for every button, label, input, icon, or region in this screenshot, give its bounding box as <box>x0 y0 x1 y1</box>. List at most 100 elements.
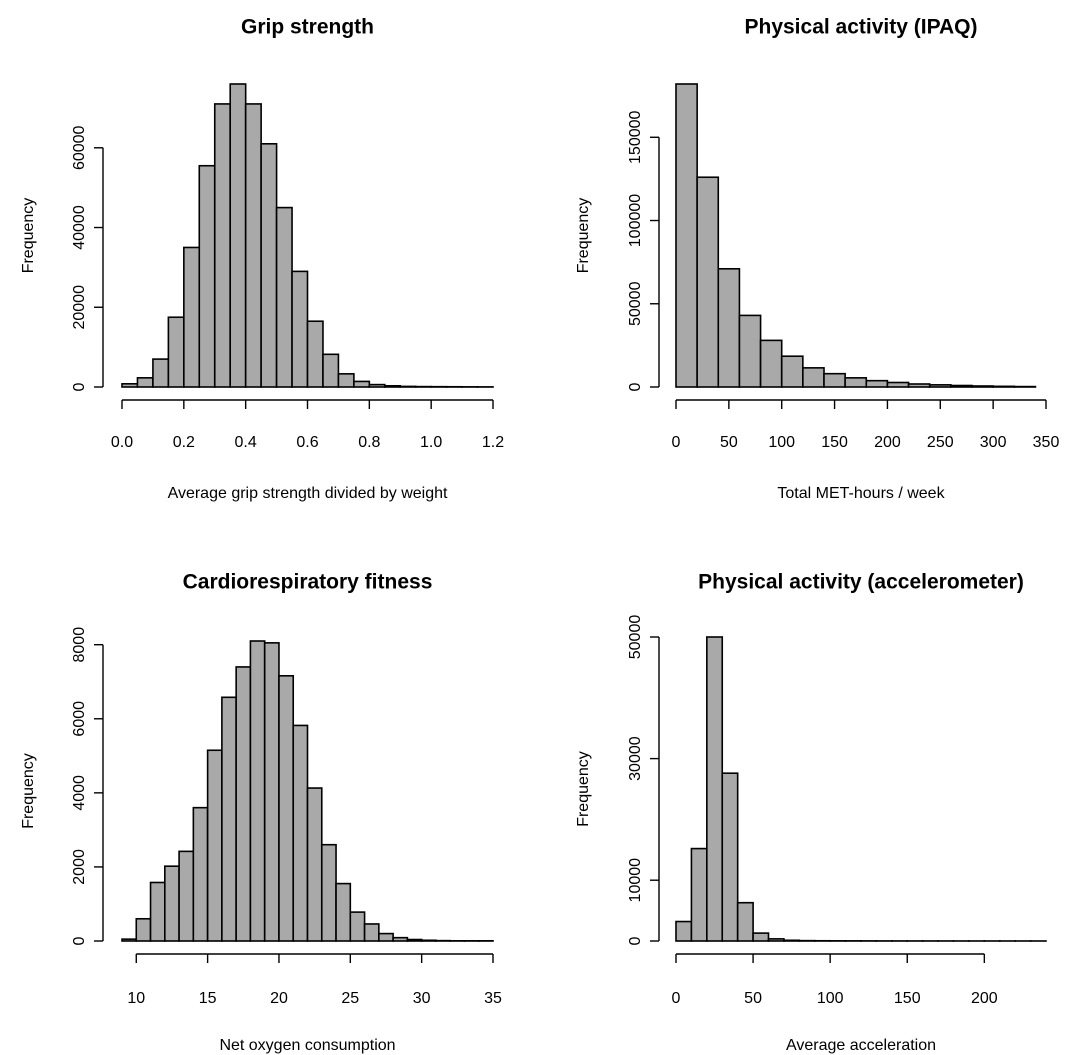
histogram-bar <box>406 938 423 942</box>
x-tick-label: 200 <box>971 990 998 1007</box>
y-axis-label: Frequency <box>575 751 592 827</box>
x-tick-label: 20 <box>270 990 288 1007</box>
x-tick-label: 100 <box>817 990 844 1007</box>
y-tick-label: 0 <box>71 936 88 945</box>
histogram-bar <box>229 83 247 388</box>
histogram-bar <box>738 314 762 388</box>
x-tick-label: 0 <box>672 990 681 1007</box>
histogram-bar <box>767 938 785 942</box>
y-tick-label: 60000 <box>71 125 88 170</box>
histogram-bar <box>928 384 952 388</box>
histogram-bar <box>706 636 724 942</box>
x-tick-label: 15 <box>199 990 217 1007</box>
histogram-bar <box>383 384 402 388</box>
y-axis-label: Frequency <box>20 198 37 274</box>
histogram-bar <box>759 339 783 388</box>
x-tick-label: 0.2 <box>173 434 195 451</box>
histogram-bar <box>823 372 846 388</box>
x-tick-label: 35 <box>484 990 502 1007</box>
x-tick-label: 150 <box>894 990 921 1007</box>
y-tick-label: 0 <box>627 936 644 945</box>
y-tick-label: 30000 <box>627 736 644 781</box>
histogram-bar <box>992 385 1016 388</box>
x-tick-label: 150 <box>821 434 848 451</box>
panel-title: Physical activity (accelerometer) <box>698 571 1024 594</box>
histogram-bar <box>192 806 209 942</box>
histogram-bar <box>164 865 180 942</box>
histogram-bar <box>121 938 138 942</box>
axes: 0 50 100 150 200 0 10000 30000 50000 <box>627 615 998 1008</box>
panel-title: Physical activity (IPAQ) <box>744 16 977 39</box>
y-tick-label: 150000 <box>627 110 644 163</box>
x-tick-label: 50 <box>744 990 762 1007</box>
x-tick-label: 30 <box>413 990 431 1007</box>
histogram-bar <box>696 176 720 388</box>
histogram-bar <box>783 939 801 942</box>
histogram-bar <box>278 675 295 942</box>
y-tick-label: 8000 <box>71 627 88 663</box>
histogram-bar <box>306 787 323 942</box>
histogram-bar <box>235 666 252 942</box>
histogram-bar <box>378 932 394 942</box>
histogram-bar <box>802 367 825 388</box>
panel-title: Grip strength <box>241 16 374 39</box>
x-tick-label: 300 <box>980 434 1007 451</box>
histogram-bar <box>865 379 889 388</box>
histogram-bar <box>368 383 386 388</box>
panel-physical-activity-accelerometer: Physical activity (accelerometer) Averag… <box>575 571 1047 1054</box>
histogram-bar <box>950 384 973 388</box>
histogram-bar <box>206 749 223 942</box>
histogram-bar <box>420 939 437 942</box>
histogram-bar <box>399 385 417 388</box>
histogram-bar <box>320 843 337 942</box>
histogram-bar <box>198 164 216 388</box>
histogram-bar <box>291 270 309 388</box>
histogram-bar <box>690 847 708 942</box>
histogram-bar <box>392 936 409 942</box>
panel-grip-strength: Grip strength Average grip strength divi… <box>20 16 504 503</box>
histogram-bars <box>121 83 494 388</box>
x-tick-label: 350 <box>1033 434 1060 451</box>
histogram-bar <box>717 267 741 388</box>
panel-cardiorespiratory-fitness: Cardiorespiratory fitness Net oxygen con… <box>20 571 502 1055</box>
y-tick-label: 50000 <box>627 615 644 660</box>
histogram-bars <box>121 640 494 942</box>
histogram-bar <box>249 640 266 942</box>
panel-physical-activity-ipaq: Physical activity (IPAQ) Total MET-hours… <box>575 16 1059 503</box>
histogram-bar <box>907 383 931 388</box>
x-tick-label: 25 <box>341 990 359 1007</box>
histogram-bar <box>353 380 371 388</box>
histogram-bar <box>363 923 380 942</box>
histogram-bar <box>263 642 280 942</box>
histogram-bar <box>886 381 910 388</box>
histogram-bar <box>335 882 352 942</box>
histogram-bars <box>675 636 1047 942</box>
y-tick-label: 0 <box>627 382 644 391</box>
histogram-bar <box>121 383 139 388</box>
x-tick-label: 10 <box>127 990 145 1007</box>
histogram-bar <box>260 143 278 388</box>
histogram-bar <box>337 373 355 388</box>
axes: 10 15 20 25 30 35 0 2000 4000 6000 8000 <box>71 627 502 1007</box>
x-tick-label: 0 <box>672 434 681 451</box>
y-axis-label: Frequency <box>575 198 592 274</box>
histogram-bar <box>675 83 698 388</box>
x-tick-label: 0.8 <box>358 434 380 451</box>
panel-title: Cardiorespiratory fitness <box>183 571 433 594</box>
histogram-bar <box>136 377 154 388</box>
y-tick-label: 4000 <box>71 775 88 811</box>
histogram-bar <box>152 358 170 388</box>
histogram-bar <box>213 103 232 388</box>
histogram-bar <box>149 881 166 942</box>
histogram-bar <box>167 316 185 388</box>
x-tick-label: 100 <box>768 434 795 451</box>
y-tick-label: 6000 <box>71 701 88 737</box>
y-tick-label: 10000 <box>627 858 644 903</box>
x-tick-label: 1.2 <box>482 434 504 451</box>
histogram-bar <box>844 377 868 388</box>
x-tick-label: 0.0 <box>111 434 133 451</box>
histogram-bar <box>675 920 693 942</box>
histogram-bar <box>244 103 262 388</box>
histogram-bar <box>292 724 309 942</box>
